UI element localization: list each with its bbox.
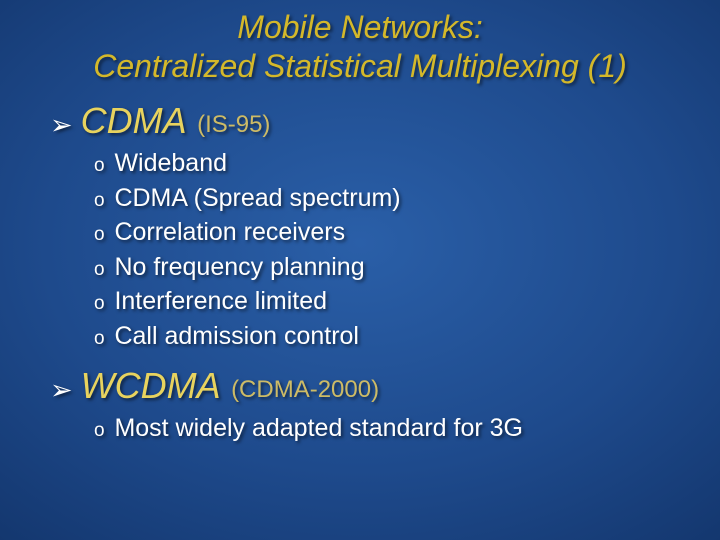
circle-icon: o — [94, 188, 104, 214]
circle-icon: o — [94, 222, 104, 248]
list-item-text: Correlation receivers — [114, 215, 345, 250]
slide-title: Mobile Networks: Centralized Statistical… — [10, 8, 710, 86]
circle-icon: o — [94, 257, 104, 283]
list-item: o No frequency planning — [94, 250, 710, 285]
arrow-icon: ➢ — [50, 377, 73, 404]
circle-icon: o — [94, 291, 104, 317]
heading-row: ➢ WCDMA (CDMA-2000) — [50, 365, 710, 407]
title-line-2: Centralized Statistical Multiplexing (1) — [10, 47, 710, 86]
heading-row: ➢ CDMA (IS-95) — [50, 100, 710, 142]
arrow-icon: ➢ — [50, 112, 73, 139]
section-heading-sub: (IS-95) — [197, 111, 270, 138]
list-item: o Wideband — [94, 146, 710, 181]
section-heading: CDMA — [81, 100, 187, 141]
sub-list: o Most widely adapted standard for 3G — [94, 411, 710, 446]
heading-wrap: CDMA (IS-95) — [81, 100, 271, 142]
sub-list: o Wideband o CDMA (Spread spectrum) o Corre… — [94, 146, 710, 353]
circle-icon: o — [94, 153, 104, 179]
section-cdma: ➢ CDMA (IS-95) o Wideband o CDMA (Spread s… — [50, 100, 710, 353]
heading-wrap: WCDMA (CDMA-2000) — [81, 365, 379, 407]
circle-icon: o — [94, 418, 104, 444]
slide: Mobile Networks: Centralized Statistical… — [0, 0, 720, 540]
section-heading: WCDMA — [81, 365, 221, 406]
list-item: o Call admission control — [94, 319, 710, 354]
list-item-text: Most widely adapted standard for 3G — [114, 411, 523, 446]
list-item: o Most widely adapted standard for 3G — [94, 411, 710, 446]
list-item: o CDMA (Spread spectrum) — [94, 181, 710, 216]
section-heading-sub: (CDMA-2000) — [231, 376, 379, 403]
list-item-text: Interference limited — [114, 284, 327, 319]
list-item-text: Call admission control — [114, 319, 359, 354]
list-item: o Correlation receivers — [94, 215, 710, 250]
list-item-text: No frequency planning — [114, 250, 364, 285]
list-item-text: Wideband — [114, 146, 227, 181]
list-item: o Interference limited — [94, 284, 710, 319]
section-wcdma: ➢ WCDMA (CDMA-2000) o Most widely adapted… — [50, 365, 710, 446]
list-item-text: CDMA (Spread spectrum) — [114, 181, 400, 216]
circle-icon: o — [94, 326, 104, 352]
title-line-1: Mobile Networks: — [10, 8, 710, 47]
